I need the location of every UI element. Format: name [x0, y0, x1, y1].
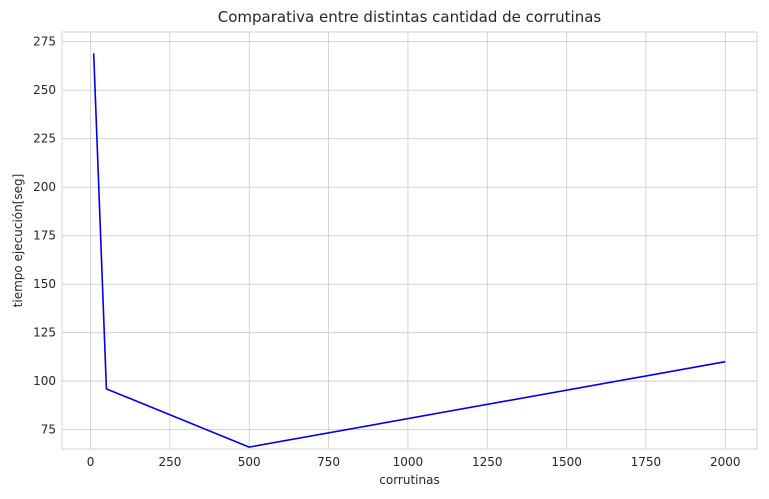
y-tick-label: 75	[41, 423, 56, 437]
y-tick-label: 150	[33, 277, 56, 291]
series-layer	[92, 53, 726, 448]
series-line	[92, 53, 726, 448]
y-tick-label: 225	[33, 132, 56, 146]
x-tick-label: 1250	[472, 455, 503, 469]
chart-title: Comparativa entre distintas cantidad de …	[218, 8, 602, 26]
y-tick-label: 100	[33, 374, 56, 388]
x-tick-label: 0	[87, 455, 95, 469]
x-tick-label: 250	[158, 455, 181, 469]
y-tick-label: 275	[33, 35, 56, 49]
y-tick-label: 200	[33, 180, 56, 194]
x-tick-label: 500	[238, 455, 261, 469]
x-tick-label: 2000	[710, 455, 741, 469]
x-tick-label: 1750	[631, 455, 662, 469]
plot-frame	[61, 31, 758, 450]
x-axis-ticks: 0 250 500 750 1000 1250 1500 1750 2000	[87, 455, 741, 469]
y-tick-label: 250	[33, 83, 56, 97]
y-tick-label: 175	[33, 229, 56, 243]
y-axis-ticks: 75 100 125 150 175 200 225 250 275	[33, 35, 56, 437]
y-axis-label: tiempo ejecución[seg]	[11, 174, 25, 308]
x-tick-label: 750	[317, 455, 340, 469]
x-tick-label: 1500	[551, 455, 582, 469]
y-tick-label: 125	[33, 326, 56, 340]
grid	[62, 32, 757, 449]
x-tick-label: 1000	[393, 455, 424, 469]
x-axis-label: corrutinas	[379, 473, 439, 487]
